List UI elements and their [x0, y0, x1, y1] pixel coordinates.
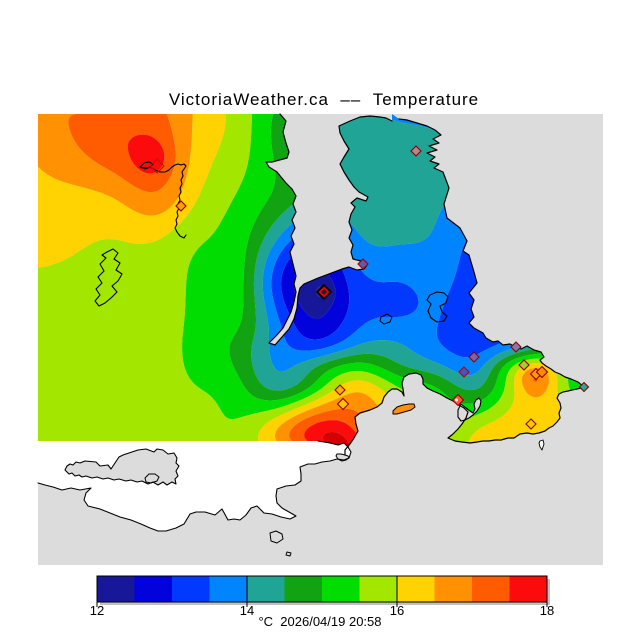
svg-text:12: 12: [90, 603, 104, 618]
svg-text:14: 14: [240, 603, 254, 618]
svg-text:18: 18: [540, 603, 554, 618]
svg-text:°C 2026/04/19 20:58: °C 2026/04/19 20:58: [258, 614, 381, 629]
svg-text:VictoriaWeather.ca –– Temper: VictoriaWeather.ca –– Temperature: [169, 90, 479, 109]
svg-text:16: 16: [390, 603, 404, 618]
